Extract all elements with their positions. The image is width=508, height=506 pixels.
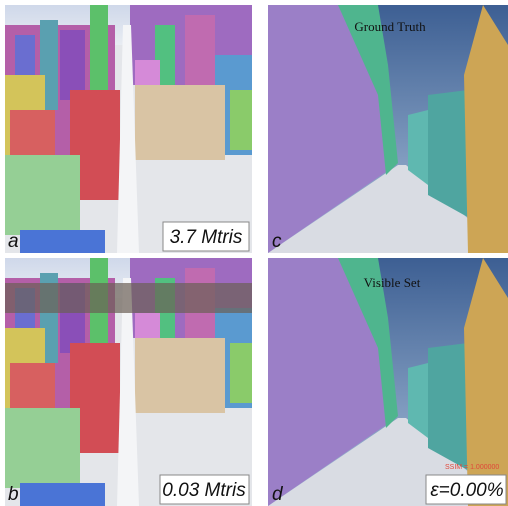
panel-title: Ground Truth bbox=[354, 19, 426, 34]
figure: a 3.7 Mtris b 0.03 Mtris Ground Truth c … bbox=[0, 0, 508, 506]
panel-a bbox=[5, 5, 252, 253]
caption: 0.03 Mtris bbox=[162, 480, 246, 501]
caption: 3.7 Mtris bbox=[170, 227, 243, 248]
ssim-note: SSIM = 1.000000 bbox=[445, 464, 499, 471]
panel-b bbox=[5, 258, 252, 506]
caption: ε=0.00% bbox=[430, 480, 503, 501]
panel-letter: c bbox=[272, 231, 282, 252]
panel-c bbox=[268, 5, 508, 253]
panel-letter: b bbox=[8, 484, 19, 505]
panel-letter: d bbox=[272, 484, 284, 505]
panel-title: Visible Set bbox=[364, 275, 421, 290]
panel-letter: a bbox=[8, 231, 19, 252]
